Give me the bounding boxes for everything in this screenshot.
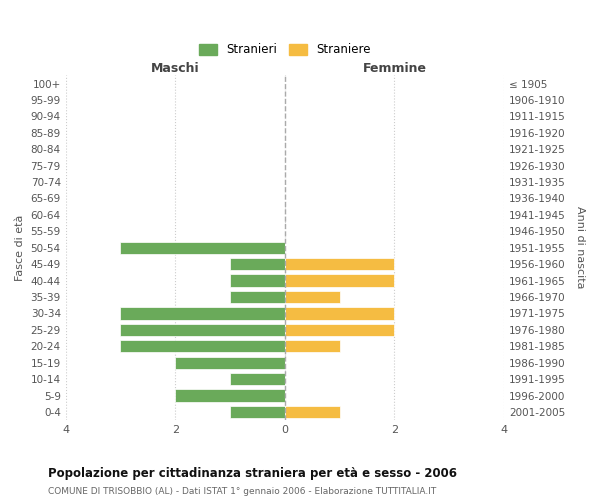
Bar	[285, 258, 394, 270]
Text: COMUNE DI TRISOBBIO (AL) - Dati ISTAT 1° gennaio 2006 - Elaborazione TUTTITALIA.: COMUNE DI TRISOBBIO (AL) - Dati ISTAT 1°…	[48, 488, 436, 496]
Bar	[285, 324, 394, 336]
Bar	[230, 258, 285, 270]
Bar	[121, 307, 285, 320]
Bar	[285, 291, 340, 303]
Bar	[175, 356, 285, 369]
Y-axis label: Fasce di età: Fasce di età	[15, 214, 25, 281]
Bar	[230, 373, 285, 385]
Bar	[285, 406, 340, 418]
Bar	[121, 242, 285, 254]
Bar	[121, 340, 285, 352]
Bar	[121, 324, 285, 336]
Bar	[285, 307, 394, 320]
Bar	[175, 390, 285, 402]
Text: Femmine: Femmine	[362, 62, 427, 76]
Bar	[230, 274, 285, 286]
Y-axis label: Anni di nascita: Anni di nascita	[575, 206, 585, 289]
Bar	[230, 291, 285, 303]
Text: Popolazione per cittadinanza straniera per età e sesso - 2006: Popolazione per cittadinanza straniera p…	[48, 468, 457, 480]
Bar	[230, 406, 285, 418]
Bar	[285, 340, 340, 352]
Text: Maschi: Maschi	[151, 62, 200, 76]
Bar	[285, 274, 394, 286]
Legend: Stranieri, Straniere: Stranieri, Straniere	[196, 40, 374, 60]
